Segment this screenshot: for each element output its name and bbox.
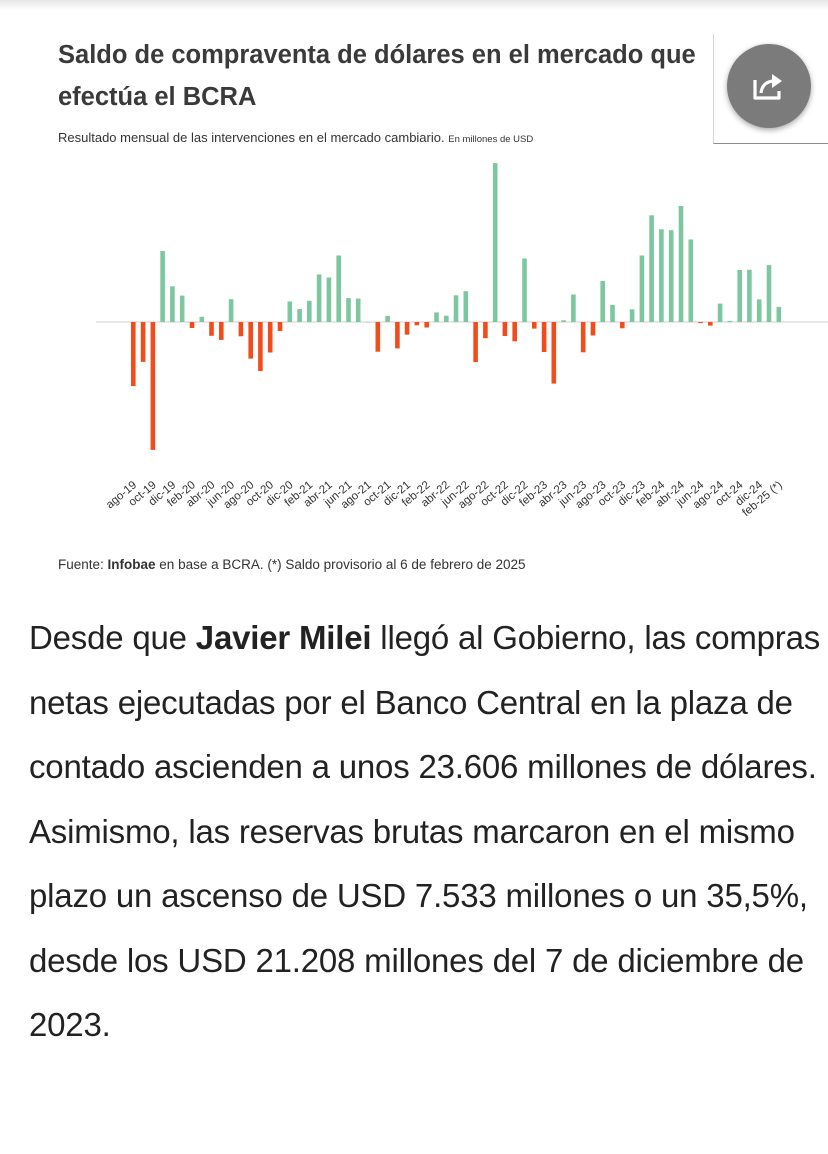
article-text-rest: llegó al Gobierno, las compras netas eje… — [29, 619, 821, 1043]
bar-jul-22 — [473, 322, 478, 363]
bar-sep-19 — [140, 322, 146, 362]
bar-abr-24 — [678, 206, 684, 322]
bar-dic-21 — [404, 322, 410, 335]
chart-subtitle-text: Resultado mensual de las intervenciones … — [58, 130, 445, 145]
bar-oct-24 — [737, 270, 742, 322]
bar-ago-23 — [600, 281, 605, 322]
bar-abr-23 — [561, 320, 566, 322]
bar-abr-20 — [209, 322, 214, 336]
bar-dic-24 — [756, 299, 762, 322]
source-note: Fuente: Infobae en base a BCRA. (*) Sald… — [58, 557, 526, 572]
bar-dic-19 — [170, 286, 175, 323]
bar-jun-22 — [463, 291, 469, 322]
bar-oct-19 — [150, 322, 156, 450]
bar-mar-22 — [434, 312, 439, 322]
bar-dic-22 — [522, 258, 527, 322]
bar-ene-22 — [414, 322, 420, 326]
bar-sep-21 — [375, 322, 381, 352]
bar-oct-21 — [385, 315, 390, 322]
bar-ago-24 — [717, 303, 723, 322]
bar-jul-24 — [708, 322, 713, 326]
bar-oct-23 — [620, 322, 625, 329]
bars-group — [131, 163, 782, 450]
bar-feb-22 — [424, 322, 429, 328]
article-person-name: Javier Milei — [195, 619, 372, 656]
chart-unit-note: En millones de USD — [448, 134, 534, 145]
bar-jun-21 — [346, 298, 351, 322]
bar-may-20 — [219, 322, 224, 340]
article-text-start: Desde que — [29, 619, 196, 656]
bar-oct-22 — [502, 322, 508, 336]
bar-ene-24 — [649, 215, 654, 322]
bar-ene-23 — [532, 322, 537, 329]
article-paragraph: Desde que Javier Milei llegó al Gobierno… — [29, 606, 828, 1058]
tick-labels-group: ago-19oct-19dic-19feb-20abr-20jun-20ago-… — [104, 479, 785, 519]
share-button[interactable] — [727, 44, 811, 128]
bar-ago-19 — [131, 322, 136, 387]
bar-feb-21 — [307, 300, 312, 322]
bar-mar-21 — [316, 274, 322, 322]
top-shadow — [0, 0, 828, 10]
bar-ene-20 — [179, 295, 185, 322]
bar-jul-23 — [590, 322, 596, 336]
bar-mar-23 — [551, 322, 557, 384]
bar-sep-23 — [610, 304, 615, 322]
bar-mar-20 — [199, 316, 205, 322]
bar-feb-20 — [189, 322, 195, 328]
bar-nov-21 — [395, 322, 400, 349]
bar-nov-20 — [277, 322, 283, 332]
bar-jun-23 — [580, 322, 586, 353]
bar-abr-22 — [444, 315, 449, 322]
chart-subtitle: Resultado mensual de las intervenciones … — [58, 130, 533, 145]
bar-sep-20 — [258, 322, 263, 371]
bar-ene-25 — [766, 265, 772, 322]
share-icon — [753, 74, 782, 100]
bar-may-21 — [336, 255, 341, 322]
bar-sep-24 — [727, 320, 733, 322]
source-brand: Infobae — [107, 557, 156, 572]
source-suffix: en base a BCRA. (*) Saldo provisorio al … — [155, 557, 526, 572]
bar-feb-23 — [541, 322, 547, 352]
bar-feb-25 (*) — [776, 306, 782, 322]
bar-may-23 — [571, 294, 576, 322]
bar-jul-21 — [355, 298, 361, 322]
bar-jun-20 — [228, 299, 234, 322]
bar-may-22 — [453, 295, 459, 322]
source-prefix: Fuente: — [58, 557, 108, 572]
bar-ene-21 — [297, 309, 302, 322]
bar-chart: ago-19oct-19dic-19feb-20abr-20jun-20ago-… — [96, 163, 828, 519]
bar-dic-23 — [639, 255, 645, 322]
bar-dic-20 — [287, 301, 293, 322]
bar-jun-24 — [698, 322, 703, 324]
bar-ago-20 — [248, 322, 253, 359]
bar-sep-22 — [492, 163, 498, 322]
bar-feb-24 — [659, 229, 664, 322]
bar-mar-24 — [668, 230, 674, 322]
bar-nov-23 — [629, 309, 635, 322]
bar-nov-24 — [747, 269, 752, 323]
chart-title: Saldo de compraventa de dólares en el me… — [58, 41, 696, 111]
bar-abr-21 — [326, 277, 332, 322]
bar-ago-21 — [365, 322, 371, 323]
frame-divider — [713, 34, 828, 144]
bar-nov-22 — [512, 322, 517, 342]
bar-ago-22 — [483, 322, 488, 339]
bar-oct-20 — [267, 322, 273, 353]
bar-nov-19 — [160, 251, 165, 322]
bar-may-24 — [688, 239, 694, 322]
chart-figure: Saldo de compraventa de dólares en el me… — [58, 34, 828, 572]
bar-jul-20 — [238, 322, 244, 337]
